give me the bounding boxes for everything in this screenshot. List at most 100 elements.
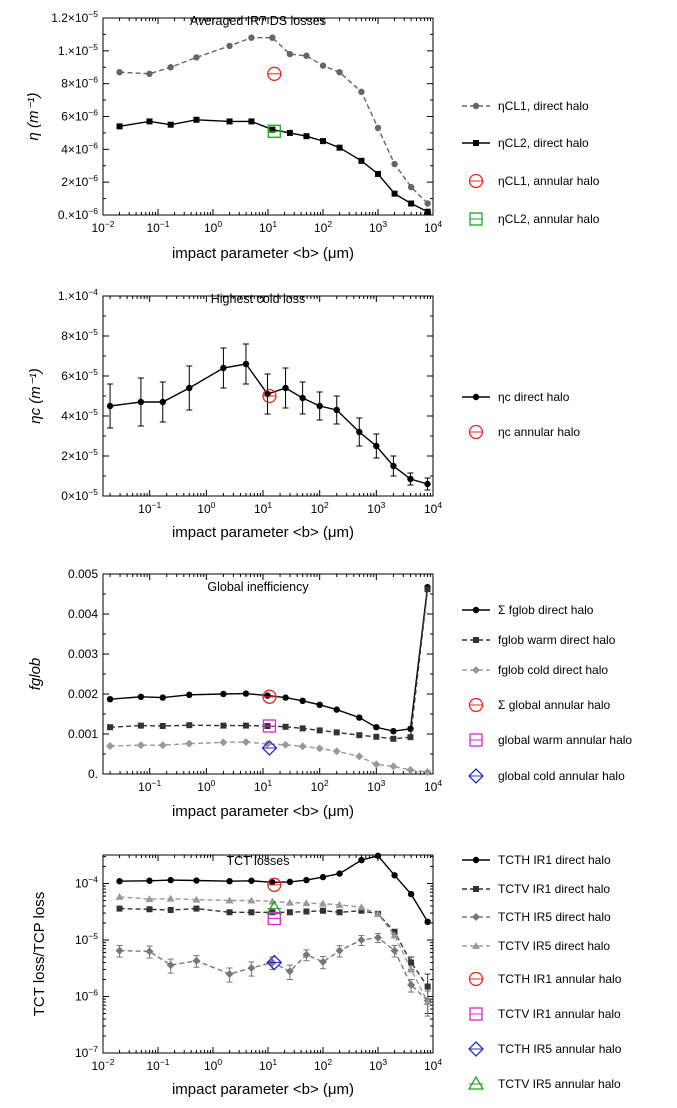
data-point xyxy=(248,877,255,884)
data-point xyxy=(146,906,153,913)
data-point xyxy=(333,729,340,736)
legend-marker xyxy=(472,606,480,614)
data-point xyxy=(319,957,327,966)
chart-title: Highest cold loss xyxy=(211,292,306,306)
data-point xyxy=(137,398,145,406)
x-tick-label: 101 xyxy=(259,1057,277,1073)
data-point xyxy=(193,116,200,123)
y-tick-label: 10−5 xyxy=(75,931,98,947)
data-point xyxy=(356,732,363,739)
data-point xyxy=(333,406,340,414)
data-point xyxy=(146,877,153,884)
legend-label: ηCL2, annular halo xyxy=(498,212,600,226)
y-axis-label: fglob xyxy=(27,658,44,691)
data-point xyxy=(319,62,327,69)
data-point xyxy=(285,967,294,976)
legend-entry-tctv-ir5-direct-halo: TCTV IR5 direct halo xyxy=(462,939,610,953)
chart-4: 10−2 10−1 100 101 102 103 104 10−7 10−6 10−5 10−4 T… xyxy=(31,852,622,1098)
y-axis-label: η (m⁻¹) xyxy=(25,93,42,141)
data-point xyxy=(286,50,294,58)
data-point xyxy=(408,959,415,966)
data-point xyxy=(263,740,272,748)
legend-label: TCTV IR1 direct halo xyxy=(498,882,610,896)
legend-entry-global-warm-annular-halo: global warm annular halo xyxy=(469,733,632,747)
legend-entry-c-direct-halo: ηc direct halo xyxy=(462,390,570,404)
legend-entry-tctv-ir5-annular-halo: TCTV IR5 annular halo xyxy=(467,1075,621,1091)
y-tick-label: 0.001 xyxy=(68,727,98,741)
data-point xyxy=(220,722,227,729)
data-point xyxy=(136,741,145,750)
x-axis-label: impact parameter <b> (μm) xyxy=(172,1081,354,1098)
data-point xyxy=(220,690,227,698)
series-line xyxy=(119,119,429,213)
data-point xyxy=(320,907,326,914)
data-point xyxy=(137,722,144,729)
data-point xyxy=(374,933,382,942)
series-c-annular-halo xyxy=(262,388,277,404)
data-point xyxy=(407,734,414,741)
data-point xyxy=(281,740,290,749)
y-tick-label: 1.×10−4 xyxy=(58,287,98,303)
legend-entry-tctv-ir1-annular-halo: TCTV IR1 annular halo xyxy=(469,1007,621,1021)
data-point xyxy=(315,744,324,753)
y-tick-label: 2×10−6 xyxy=(61,173,98,189)
data-point xyxy=(116,123,123,130)
data-point xyxy=(336,870,343,877)
legend-label: ηCL1, direct halo xyxy=(498,99,589,113)
series-tcth-ir5-direct-halo xyxy=(115,933,432,1017)
series-global-cold-annular-halo xyxy=(261,740,278,756)
legend-entry-fglob-direct-halo: Σ fglob direct halo xyxy=(462,603,594,617)
series-tctv-ir1-annular-halo xyxy=(267,911,281,926)
data-point xyxy=(423,997,432,1005)
data-point xyxy=(166,961,175,970)
x-tick-label: 104 xyxy=(424,778,442,794)
data-point xyxy=(269,34,276,41)
series-line xyxy=(110,741,428,773)
data-point xyxy=(166,894,175,902)
x-tick-label: 101 xyxy=(254,500,272,516)
legend-entry-tctv-ir1-direct-halo: TCTV IR1 direct halo xyxy=(462,882,610,896)
x-tick-label: 100 xyxy=(197,778,215,794)
x-tick-label: 10−1 xyxy=(146,1057,169,1073)
y-tick-label: 0×10−5 xyxy=(61,487,98,503)
y-tick-label: 1.2×10−5 xyxy=(51,9,98,25)
legend-label: ηCL1, annular halo xyxy=(498,174,600,188)
legend-label: fglob cold direct halo xyxy=(498,663,608,677)
data-point xyxy=(316,727,323,734)
data-point xyxy=(107,724,114,731)
x-tick-label: 103 xyxy=(367,778,385,794)
data-point xyxy=(298,742,307,751)
data-point xyxy=(106,742,115,750)
data-point xyxy=(373,733,380,740)
chart-2: 10−1 100 101 102 103 104 0×10−5 2×10−5 4×10−5 6×1… xyxy=(27,287,580,541)
data-point xyxy=(264,692,271,699)
legend-entry-global-cold-annular-halo: global cold annular halo xyxy=(468,768,625,784)
data-point xyxy=(356,428,363,436)
x-tick-label: 100 xyxy=(204,219,222,235)
data-point xyxy=(225,970,234,979)
data-point xyxy=(186,722,193,729)
legend-marker xyxy=(467,1075,485,1090)
data-point xyxy=(389,762,398,771)
data-point xyxy=(192,895,201,903)
series-line xyxy=(119,907,429,987)
x-tick-label: 103 xyxy=(369,219,387,235)
legend-label: TCTV IR1 annular halo xyxy=(498,1007,621,1021)
x-tick-label: 10−1 xyxy=(138,500,161,516)
data-point xyxy=(193,54,200,61)
legend-label: global cold annular halo xyxy=(498,769,625,783)
legend-label: global warm annular halo xyxy=(498,733,632,747)
data-point xyxy=(185,739,194,748)
x-axis-label: impact parameter <b> (μm) xyxy=(172,524,354,541)
data-point xyxy=(282,694,289,701)
data-point xyxy=(115,946,124,955)
x-tick-label: 104 xyxy=(424,219,442,235)
x-tick-label: 103 xyxy=(367,500,385,516)
series-tcth-ir1-annular-halo xyxy=(267,877,282,892)
data-point xyxy=(226,118,233,125)
legend-label: TCTH IR5 direct halo xyxy=(498,910,611,924)
data-point xyxy=(116,877,123,885)
data-point xyxy=(424,200,431,207)
legend-marker xyxy=(472,393,480,401)
data-point xyxy=(391,190,398,197)
